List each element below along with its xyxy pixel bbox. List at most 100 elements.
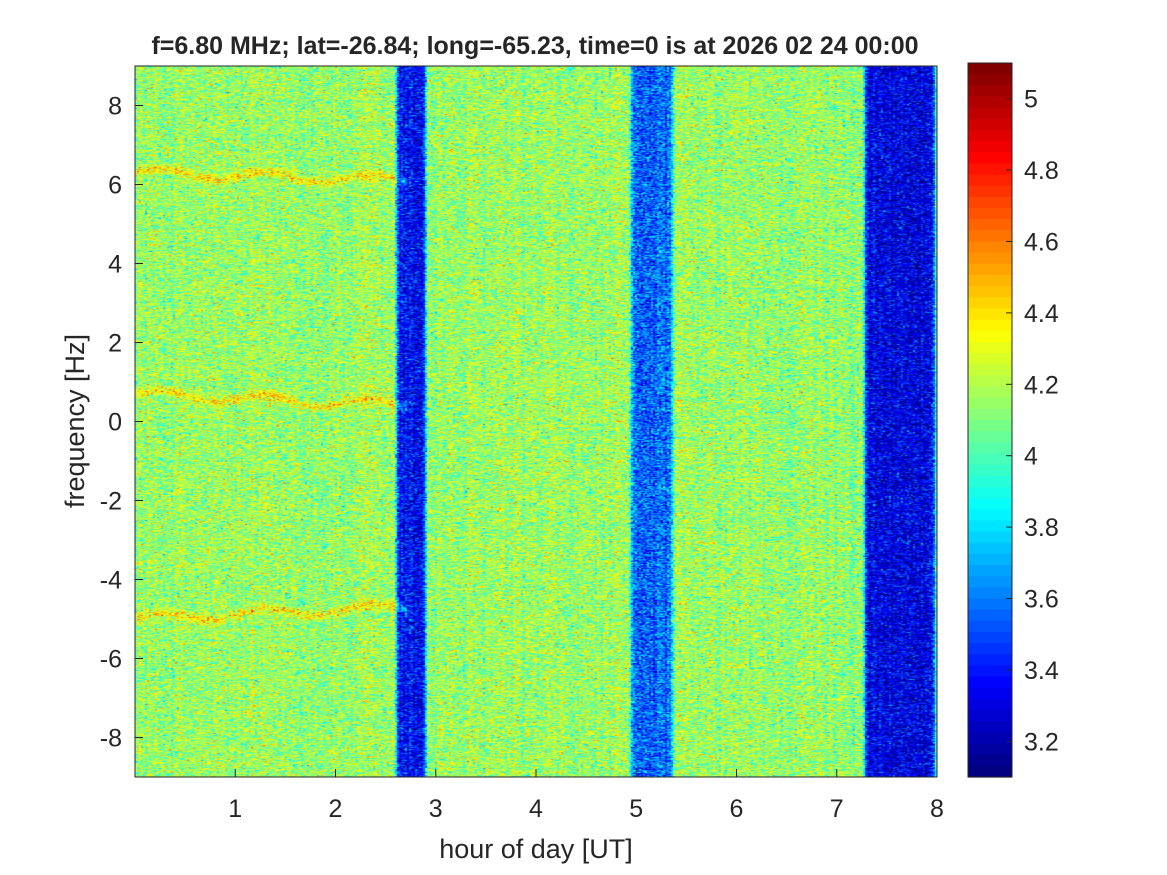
colorbar-axis: 5 4.8 4.6 4.4 4.2 4 3.8 3.6 3.4 3.2 xyxy=(1006,86,1059,756)
colorbar-tick-label: 4.2 xyxy=(1024,371,1059,399)
colorbar-level xyxy=(968,85,1012,98)
colorbar-level xyxy=(968,208,1012,220)
colorbar-level xyxy=(968,587,1012,600)
colorbar-level xyxy=(968,509,1012,522)
colorbar-level xyxy=(968,330,1012,343)
colorbar-level xyxy=(968,185,1012,198)
colorbar-level xyxy=(968,765,1012,778)
colorbar-level xyxy=(968,710,1012,722)
colorbar-level xyxy=(968,654,1012,667)
colorbar-level xyxy=(968,397,1012,410)
y-tick-label: -2 xyxy=(100,488,122,516)
colorbar-level xyxy=(968,732,1012,745)
y-tick-label: 2 xyxy=(108,330,122,358)
colorbar-tick-label: 4.6 xyxy=(1024,229,1059,257)
colorbar-gradient xyxy=(968,63,1012,778)
heatmap-image-holder xyxy=(135,66,937,777)
colorbar-tick-label: 3.2 xyxy=(1024,728,1059,756)
colorbar-level xyxy=(968,230,1012,243)
colorbar-level xyxy=(968,698,1012,711)
colorbar-level xyxy=(968,308,1012,321)
colorbar-tick-label: 3.4 xyxy=(1024,657,1059,685)
x-tick-label: 7 xyxy=(830,795,844,823)
colorbar-level xyxy=(968,431,1012,443)
y-tick-label: -6 xyxy=(100,646,122,674)
x-tick-label: 5 xyxy=(629,795,643,823)
colorbar-level xyxy=(968,141,1012,153)
colorbar-level xyxy=(968,375,1012,388)
colorbar-level xyxy=(968,174,1012,187)
y-tick-label: 0 xyxy=(108,409,122,437)
colorbar-level xyxy=(968,241,1012,254)
colorbar-level xyxy=(968,297,1012,310)
y-axis: 8 6 4 2 0 -2 -4 -6 -8 xyxy=(100,93,143,753)
colorbar-frame xyxy=(967,62,1013,778)
colorbar-level xyxy=(968,341,1012,354)
colorbar-level xyxy=(968,486,1012,499)
colorbar-level xyxy=(968,408,1012,421)
colorbar-level xyxy=(968,609,1012,622)
x-tick-label: 8 xyxy=(930,795,944,823)
colorbar-level xyxy=(968,286,1012,298)
colorbar-level xyxy=(968,252,1012,265)
colorbar-level xyxy=(968,542,1012,555)
colorbar-level xyxy=(968,520,1012,533)
colorbar-tick-label: 4.8 xyxy=(1024,157,1059,185)
colorbar-level xyxy=(968,687,1012,700)
colorbar-level xyxy=(968,274,1012,287)
colorbar-level xyxy=(968,643,1012,655)
x-tick-label: 3 xyxy=(429,795,443,823)
colorbar-level xyxy=(968,754,1012,767)
colorbar-level xyxy=(968,152,1012,165)
colorbar-level xyxy=(968,565,1012,577)
colorbar-level xyxy=(968,420,1012,432)
colorbar-level xyxy=(968,353,1012,365)
colorbar-level xyxy=(968,196,1012,209)
chart-title: f=6.80 MHz; lat=-26.84; long=-65.23, tim… xyxy=(151,32,918,60)
colorbar-tick-label: 3.6 xyxy=(1024,586,1059,614)
x-tick-label: 2 xyxy=(329,795,343,823)
colorbar-level xyxy=(968,319,1012,332)
colorbar-level xyxy=(968,576,1012,588)
colorbar-level xyxy=(968,386,1012,399)
x-tick-label: 1 xyxy=(228,795,242,823)
colorbar-level xyxy=(968,721,1012,733)
colorbar-level xyxy=(968,598,1012,611)
heatmap-plot-area xyxy=(134,65,938,778)
colorbar-level xyxy=(968,129,1012,142)
x-tick-label: 4 xyxy=(529,795,543,823)
colorbar-level xyxy=(968,743,1012,756)
colorbar-level xyxy=(968,453,1012,466)
colorbar-level xyxy=(968,63,1012,75)
colorbar-level xyxy=(968,631,1012,644)
colorbar-level xyxy=(968,665,1012,678)
colorbar-level xyxy=(968,163,1012,176)
colorbar-level xyxy=(968,620,1012,633)
colorbar-level xyxy=(968,531,1012,544)
colorbar-level xyxy=(968,676,1012,689)
y-tick-label: -4 xyxy=(100,567,122,595)
y-axis-label: frequency [Hz] xyxy=(60,334,90,508)
colorbar-level xyxy=(968,96,1012,109)
colorbar-level xyxy=(968,364,1012,376)
colorbar-tick-label: 5 xyxy=(1024,86,1038,114)
y-tick-label: 6 xyxy=(108,172,122,200)
colorbar-level xyxy=(968,74,1012,86)
colorbar-level xyxy=(968,118,1012,131)
x-axis-label: hour of day [UT] xyxy=(439,834,633,864)
y-tick-label: 8 xyxy=(108,93,122,121)
colorbar-tick-label: 4.4 xyxy=(1024,300,1059,328)
x-axis: 1 2 3 4 5 6 7 8 xyxy=(228,769,944,823)
colorbar-tick-label: 3.8 xyxy=(1024,514,1059,542)
colorbar-level xyxy=(968,475,1012,488)
colorbar-level xyxy=(968,553,1012,566)
colorbar-level xyxy=(968,107,1012,120)
y-tick-label: 4 xyxy=(108,251,122,279)
colorbar-tick-label: 4 xyxy=(1024,443,1038,471)
x-tick-label: 6 xyxy=(730,795,744,823)
y-tick-label: -8 xyxy=(100,725,122,753)
colorbar-level xyxy=(968,442,1012,455)
colorbar-level xyxy=(968,498,1012,510)
heatmap-image xyxy=(135,66,937,777)
colorbar: 5 4.8 4.6 4.4 4.2 4 3.8 3.6 3.4 3.2 xyxy=(967,62,1059,778)
